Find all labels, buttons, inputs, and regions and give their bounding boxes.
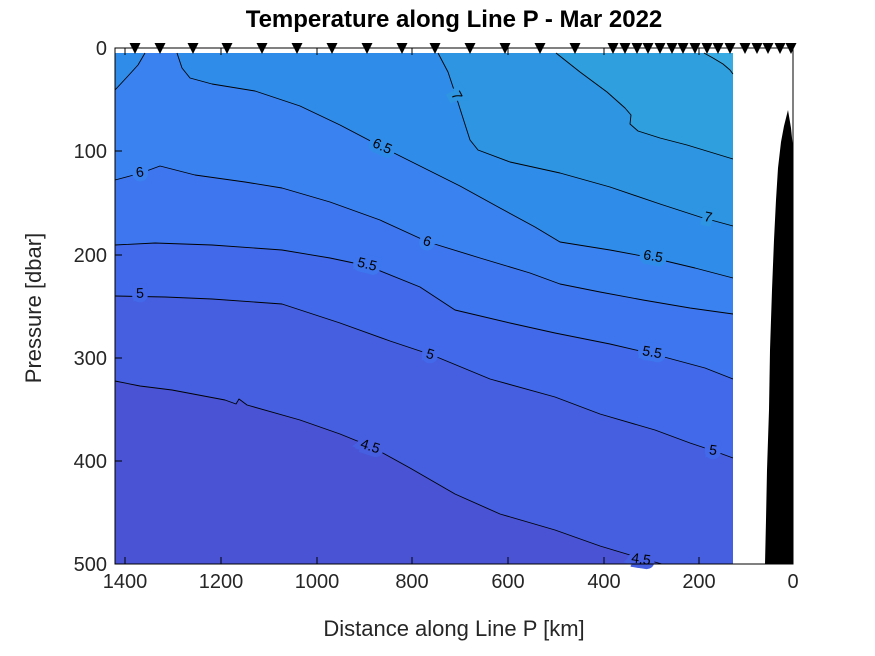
contour-line-6: [114, 165, 734, 315]
contour-line-8: [703, 52, 734, 75]
y-axis-label: Pressure [dbar]: [21, 232, 46, 384]
contour-label-5: 5: [136, 285, 145, 301]
x-tick-label: 600: [491, 571, 524, 593]
x-tick-label: 400: [587, 571, 620, 593]
contour-label-4.5: 4.5: [630, 549, 652, 568]
x-tick-label: 200: [682, 571, 715, 593]
x-tick-label: 1000: [295, 571, 340, 593]
contour-line-6.5: [114, 52, 146, 91]
contour-lines: [114, 52, 734, 565]
contour-line-5.5: [114, 242, 734, 380]
contour-line-4.5: [114, 380, 663, 565]
page-title: Temperature along Line P - Mar 2022: [245, 6, 663, 33]
contour-line-7: [437, 52, 734, 227]
bathymetry-silhouette: [765, 110, 793, 564]
y-tick-label: 500: [74, 554, 107, 576]
x-tick-label: 1200: [199, 571, 244, 593]
contour-line-5: [114, 295, 734, 459]
y-tick-label: 200: [74, 245, 107, 267]
x-tick-label: 1400: [103, 571, 148, 593]
contour-label-6.5: 6.5: [642, 246, 664, 265]
band-8.0+: [704, 53, 733, 74]
y-tick-label: 300: [74, 348, 107, 370]
contour-line-7.5: [555, 52, 734, 160]
contour-line-6.5: [176, 52, 734, 279]
x-tick-label: 800: [395, 571, 428, 593]
y-tick-label: 400: [74, 451, 107, 473]
band-pocket-6.5-7.0: [115, 53, 145, 90]
fill-bands: [115, 53, 733, 564]
x-axis-label: Distance along Line P [km]: [323, 616, 585, 641]
y-tick-label: 100: [74, 141, 107, 163]
axes: 1400 1200 1000 800 600 400 200 0 0 100 200 300 400 50…: [74, 38, 799, 593]
x-tick-label: 0: [787, 571, 798, 593]
band-7.5-8.0: [556, 53, 733, 159]
y-tick-label: 0: [96, 38, 107, 60]
contour-label-5.5: 5.5: [641, 342, 663, 361]
axes-box: [114, 47, 794, 565]
